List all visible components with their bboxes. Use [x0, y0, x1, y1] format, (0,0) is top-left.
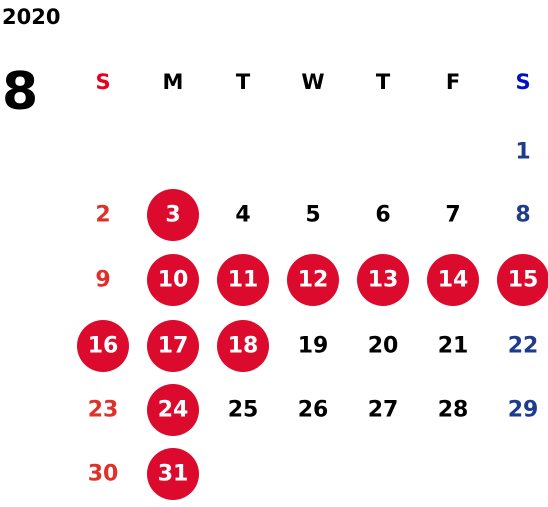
day-number: 8 [515, 203, 530, 228]
weekday-label: S [515, 70, 530, 94]
day-highlight [427, 254, 479, 306]
day-number: 2 [95, 203, 110, 228]
day-number: 24 [158, 398, 189, 423]
day-highlight [77, 320, 129, 372]
day-number: 21 [438, 334, 469, 359]
day-number: 31 [158, 462, 189, 487]
day-highlight [287, 254, 339, 306]
day-highlight [147, 189, 199, 241]
day-number: 27 [368, 398, 399, 423]
day-number: 22 [508, 334, 539, 359]
day-number: 19 [298, 334, 329, 359]
weekday-label: F [446, 70, 460, 94]
day-highlight [357, 254, 409, 306]
day-number: 11 [228, 268, 259, 293]
weekday-label: M [163, 70, 184, 94]
day-number: 23 [88, 398, 119, 423]
day-number: 26 [298, 398, 329, 423]
day-highlight [217, 254, 269, 306]
day-number: 29 [508, 398, 539, 423]
day-highlight [147, 320, 199, 372]
day-highlight [497, 254, 548, 306]
day-number: 17 [158, 334, 189, 359]
day-number: 6 [375, 203, 390, 228]
month: 8 [2, 62, 38, 122]
day-highlight [147, 384, 199, 436]
day-number: 7 [445, 203, 460, 228]
weekday-label: S [95, 70, 110, 94]
day-highlight [147, 254, 199, 306]
weekday-label: T [236, 70, 251, 94]
day-number: 10 [158, 268, 189, 293]
day-number: 18 [228, 334, 259, 359]
day-number: 1 [515, 140, 530, 165]
day-number: 9 [95, 268, 110, 293]
day-number: 16 [88, 334, 119, 359]
day-number: 15 [508, 268, 539, 293]
year: 2020 [2, 5, 60, 29]
day-highlight [147, 448, 199, 500]
day-number: 28 [438, 398, 469, 423]
day-number: 20 [368, 334, 399, 359]
day-number: 5 [305, 203, 320, 228]
day-number: 12 [298, 268, 329, 293]
weekday-label: T [376, 70, 391, 94]
weekday-label: W [301, 70, 324, 94]
day-number: 4 [235, 203, 250, 228]
day-highlight [217, 320, 269, 372]
day-number: 25 [228, 398, 259, 423]
day-number: 13 [368, 268, 399, 293]
day-number: 30 [88, 462, 119, 487]
day-number: 3 [165, 203, 180, 228]
day-number: 14 [438, 268, 469, 293]
